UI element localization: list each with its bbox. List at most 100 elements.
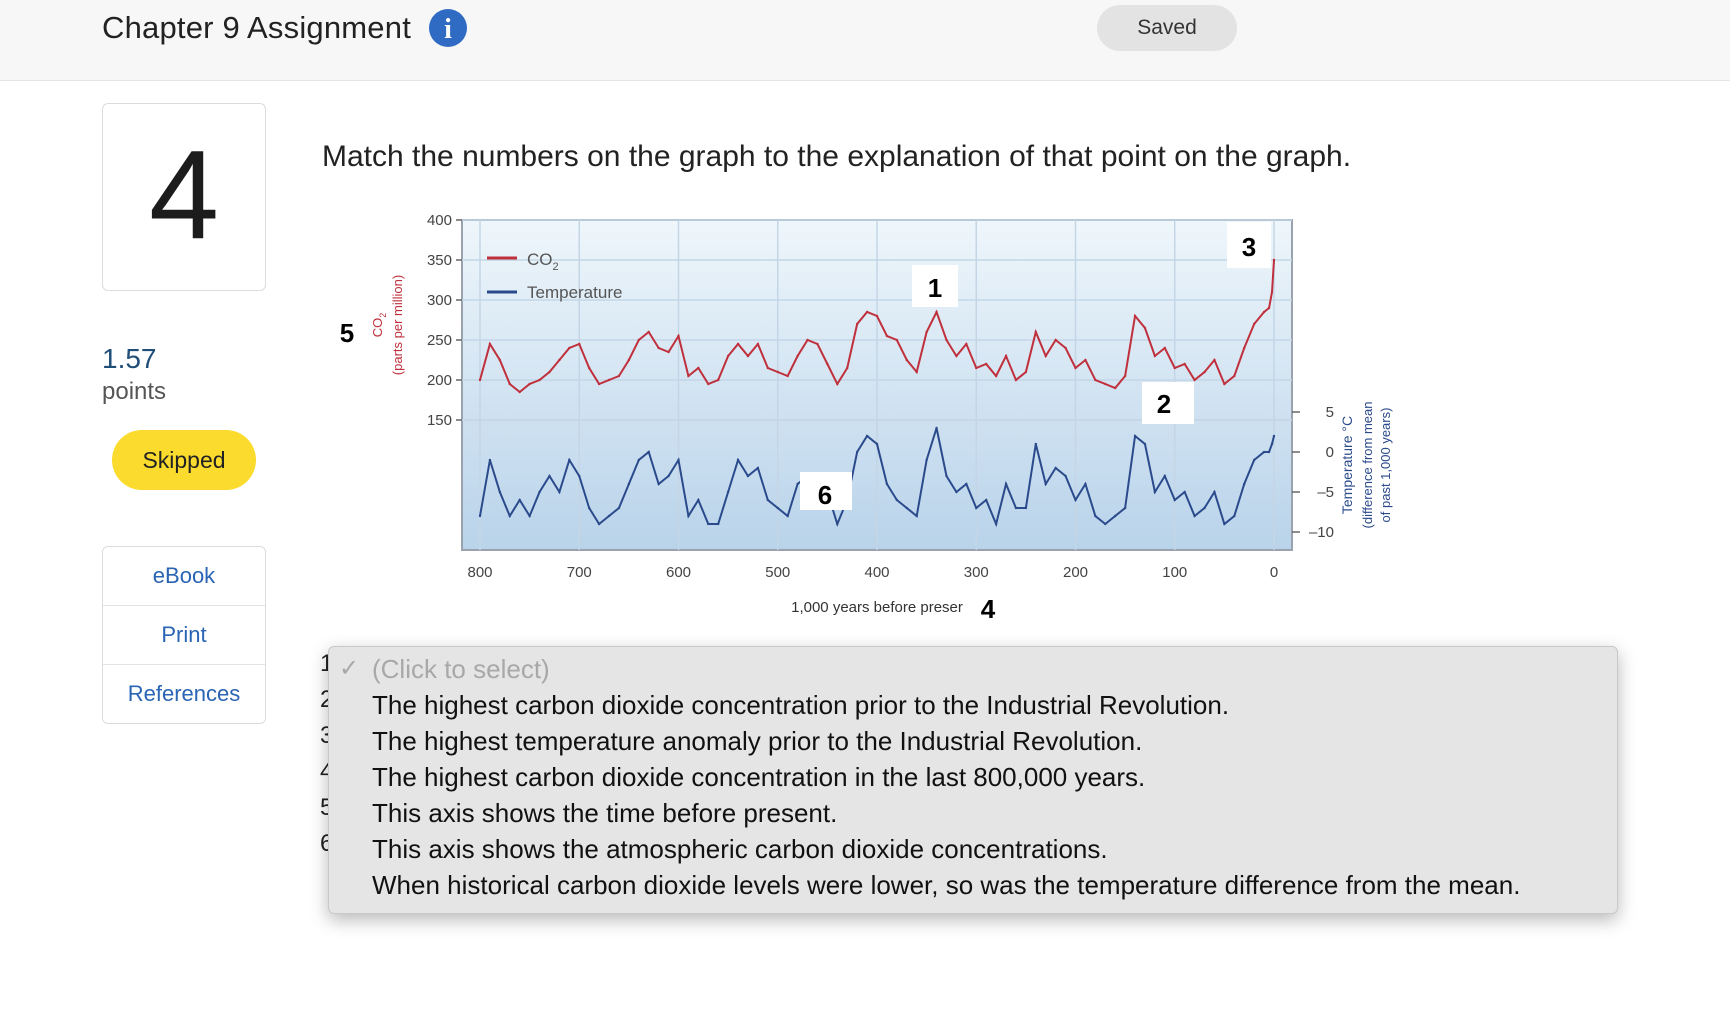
co2-data-point [1044,354,1047,358]
temperature-data-point [647,450,650,454]
dropdown-option[interactable]: This axis shows the time before present. [372,798,838,828]
co2-data-point [945,338,948,342]
y-left-tick-label: 300 [427,292,452,309]
temperature-data-point [895,498,899,502]
x-tick-label: 700 [567,564,592,581]
resource-links: eBook Print References [102,546,266,724]
references-link[interactable]: References [103,664,265,723]
co2-data-point [975,366,978,370]
ebook-link[interactable]: eBook [152,563,216,588]
temperature-data-point [1004,482,1008,486]
co2-data-point [1213,358,1216,362]
y-right-tick-label: 5 [1326,404,1334,421]
temperature-data-point [994,522,998,526]
skipped-status-badge[interactable]: Skipped [112,430,256,490]
temperature-data-point [836,522,839,526]
co2-data-point [1123,374,1127,378]
co2-data-point [587,366,591,370]
saved-status-button[interactable]: Saved [1097,5,1237,51]
dropdown-option[interactable]: The highest carbon dioxide concentration… [372,762,1146,792]
co2-data-point [895,338,899,342]
co2-data-point [1004,354,1008,358]
co2-data-point [1114,386,1117,390]
temperature-data-point [975,506,978,510]
answer-select-dropdown[interactable]: ✓ (Click to select) The highest carbon d… [328,646,1618,914]
temperature-data-point [1143,442,1147,446]
temperature-data-point [677,458,680,462]
temperature-data-point [1233,514,1236,518]
co2-data-point [578,342,581,346]
co2-data-point [478,378,482,382]
temperature-data-point [1183,490,1186,494]
x-tick-label: 400 [864,564,889,581]
co2-data-point [865,310,869,314]
dropdown-option[interactable]: The highest temperature anomaly prior to… [372,726,1143,756]
temperature-data-point [637,458,640,462]
y-left-tick-label: 150 [427,412,452,429]
assignment-title: Chapter 9 Assignment [102,10,412,45]
temperature-data-point [1123,506,1127,510]
co2-data-point [1163,346,1167,350]
dropdown-option[interactable]: This axis shows the atmospheric carbon d… [372,834,1108,864]
co2-data-point [1074,366,1077,370]
temperature-data-point [935,426,938,430]
y-right-tick-label: –5 [1317,484,1334,501]
dropdown-option[interactable]: The highest carbon dioxide concentration… [372,690,1230,720]
y-right-tick-label: –10 [1309,524,1334,541]
temperature-data-point [627,482,631,486]
temperature-data-point [965,482,968,486]
x-tick-label: 500 [765,564,790,581]
y-right-axis-sublabel-2: of past 1,000 years) [1378,408,1393,523]
marker-3-box [1227,222,1271,268]
co2-data-point [558,358,561,362]
temperature-data-point [1163,474,1167,478]
chart-svg: 800 700 600 500 400 300 200 100 0 40035030025020… [340,212,1393,624]
top-bar: Chapter 9 Assignment i Saved [0,0,1730,81]
co2-data-point [905,358,908,362]
y-right-tick-label: 0 [1326,444,1334,461]
dropdown-option-placeholder[interactable]: ✓ (Click to select) [329,651,1617,687]
co2-data-point [498,358,502,362]
marker-4-label: 4 [981,594,996,624]
marker-6-label: 6 [818,480,832,510]
temperature-data-point [1094,514,1097,518]
co2-data-point [1014,378,1018,382]
y-left-tick-label: 350 [427,252,452,269]
temperature-data-point [488,458,492,462]
temperature-data-point [657,482,660,486]
co2-data-point [756,342,760,346]
co2-data-point [935,310,938,314]
co2-data-point [1173,366,1176,370]
co2-data-point [1054,338,1057,342]
temperature-data-point [607,514,611,518]
marker-1-label: 1 [928,273,942,303]
co2-data-point [1034,330,1037,334]
dropdown-option[interactable]: When historical carbon dioxide levels we… [372,870,1521,900]
co2-data-point [875,314,879,318]
temperature-data-point [865,434,869,438]
co2-data-point [736,342,740,346]
temperature-data-point [1054,466,1057,470]
temperature-data-point [915,514,918,518]
temperature-data-point [1014,506,1018,510]
co2-data-point [518,390,521,394]
co2-data-point [1223,382,1226,386]
temperature-data-point [1074,498,1077,502]
co2-data-point [697,366,700,370]
info-icon[interactable]: i [428,8,468,48]
checkmark-icon: ✓ [339,655,360,682]
marker-2-box [1142,382,1194,424]
temperature-data-point [1064,474,1067,478]
print-link[interactable]: Print [103,605,265,664]
temperature-data-point [1267,450,1271,454]
co2-data-point [717,378,720,382]
temperature-data-point [697,498,700,502]
co2-data-point [1203,370,1206,374]
temperature-data-point [1034,442,1037,446]
co2-data-point [637,338,640,342]
co2-data-point [836,382,839,386]
co2-data-point [1084,358,1087,362]
temperature-data-point [746,474,750,478]
temperature-data-point [478,514,482,518]
co2-data-point [538,378,541,382]
